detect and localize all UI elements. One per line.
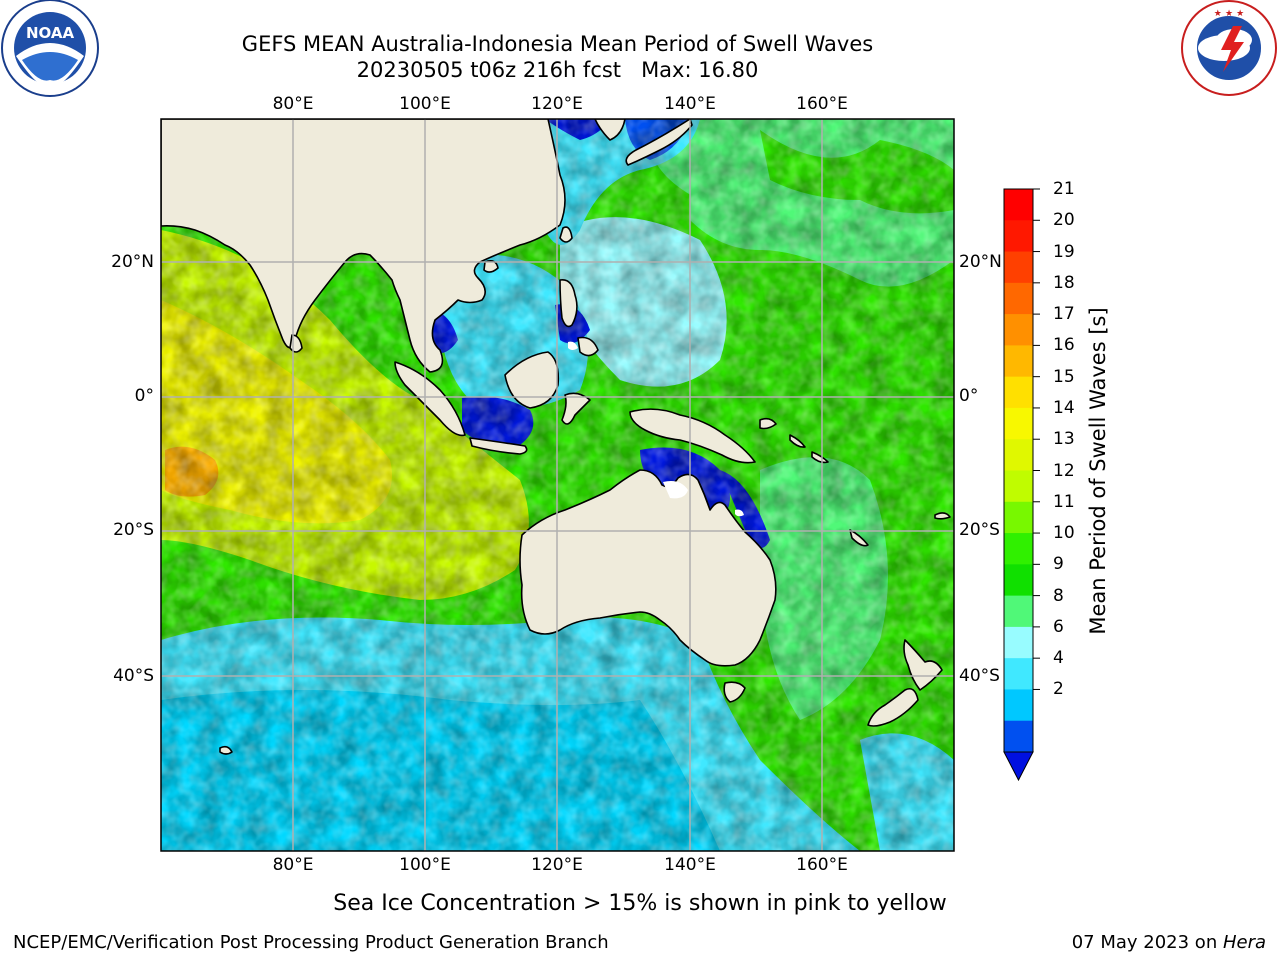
- colorbar-tick-label: 2: [1053, 679, 1064, 700]
- colorbar-tick-label: 19: [1053, 241, 1075, 262]
- colorbar-segment: [1004, 189, 1033, 221]
- lon-tick-top-120e: 120°E: [531, 94, 583, 114]
- lon-tick-top-80e: 80°E: [272, 94, 314, 114]
- colorbar-tick-label: 18: [1053, 272, 1075, 293]
- generation-date: 07 May 2023 on Hera: [1072, 932, 1266, 954]
- colorbar-tick-label: 8: [1053, 585, 1064, 606]
- lat-tick-left-20s: 20°S: [113, 520, 154, 540]
- colorbar-segment: [1004, 470, 1033, 503]
- land-masses: [161, 119, 951, 755]
- lat-tick-left-40s: 40°S: [113, 666, 154, 686]
- colorbar-segment: [1004, 595, 1033, 628]
- colorbar-segment: [1004, 626, 1033, 659]
- plot-title-line-1: GEFS MEAN Australia-Indonesia Mean Perio…: [241, 32, 874, 56]
- colorbar-tick-label: 16: [1053, 335, 1075, 356]
- colorbar-tick-label: 13: [1053, 429, 1075, 450]
- producer-credit: NCEP/EMC/Verification Post Processing Pr…: [13, 932, 609, 953]
- colorbar-tick-label: 6: [1053, 616, 1064, 637]
- lon-tick-top-100e: 100°E: [399, 94, 451, 114]
- svg-text:★ ★ ★: ★ ★ ★: [1214, 9, 1244, 19]
- colorbar-segment: [1004, 282, 1033, 315]
- colorbar-segment: [1004, 501, 1033, 534]
- colorbar-segment: [1004, 720, 1033, 753]
- colorbar-segment: [1004, 658, 1033, 690]
- colorbar-segment: [1004, 314, 1033, 346]
- noaa-logo-text: NOAA: [26, 24, 75, 42]
- colorbar: [1003, 188, 1040, 782]
- colorbar-tick-label: 17: [1053, 304, 1075, 325]
- colorbar-segment: [1004, 251, 1033, 284]
- colorbar-segment: [1004, 407, 1033, 440]
- colorbar-label: Mean Period of Swell Waves [s]: [1086, 307, 1110, 635]
- colorbar-tick-label: 12: [1053, 460, 1075, 481]
- colorbar-tick-label: 15: [1053, 366, 1075, 387]
- lat-tick-left-20n: 20°N: [111, 252, 154, 272]
- colorbar-tick-label: 20: [1053, 210, 1075, 231]
- lat-tick-right-0: 0°: [959, 386, 979, 406]
- lon-tick-bottom-120e: 120°E: [531, 855, 583, 875]
- noaa-logo: NOAA: [1, 0, 99, 97]
- lon-tick-bottom-80e: 80°E: [272, 855, 314, 875]
- colorbar-segment: [1004, 376, 1033, 409]
- sea-ice-caption: Sea Ice Concentration > 15% is shown in …: [333, 891, 947, 916]
- lat-tick-right-40s: 40°S: [959, 666, 1000, 686]
- missing-data-spots: [568, 341, 744, 517]
- nws-logo: ★ ★ ★: [1181, 0, 1277, 96]
- colorbar-tick-label: 14: [1053, 397, 1075, 418]
- colorbar-segment: [1004, 439, 1033, 471]
- colorbar-extend-arrow: [1003, 751, 1034, 782]
- map-frame: [160, 118, 955, 852]
- graticule: [161, 119, 954, 851]
- colorbar-tick-label: 21: [1053, 179, 1075, 199]
- colorbar-segment: [1004, 564, 1033, 597]
- colorbar-segment: [1004, 689, 1033, 722]
- colorbar-tick-label: 4: [1053, 648, 1064, 669]
- colorbar-segment: [1004, 345, 1033, 378]
- lat-tick-left-0: 0°: [134, 386, 154, 406]
- plot-title-line-2: 20230505 t06z 216h fcst Max: 16.80: [356, 58, 759, 82]
- lat-tick-right-20n: 20°N: [959, 252, 1002, 272]
- lon-tick-bottom-160e: 160°E: [796, 855, 848, 875]
- lat-tick-right-20s: 20°S: [959, 520, 1000, 540]
- lon-tick-bottom-100e: 100°E: [399, 855, 451, 875]
- colorbar-tick-label: 10: [1053, 523, 1075, 544]
- colorbar-segment: [1004, 220, 1033, 253]
- lon-tick-bottom-140e: 140°E: [664, 855, 716, 875]
- generation-date-text: 07 May 2023 on: [1071, 932, 1223, 953]
- lon-tick-top-160e: 160°E: [796, 94, 848, 114]
- colorbar-tick-label: 11: [1053, 491, 1075, 512]
- generation-system: Hera: [1222, 932, 1266, 953]
- swell-period-map: [161, 119, 954, 851]
- lon-tick-top-140e: 140°E: [664, 94, 716, 114]
- colorbar-segment: [1004, 533, 1033, 565]
- colorbar-tick-label: 9: [1053, 554, 1064, 575]
